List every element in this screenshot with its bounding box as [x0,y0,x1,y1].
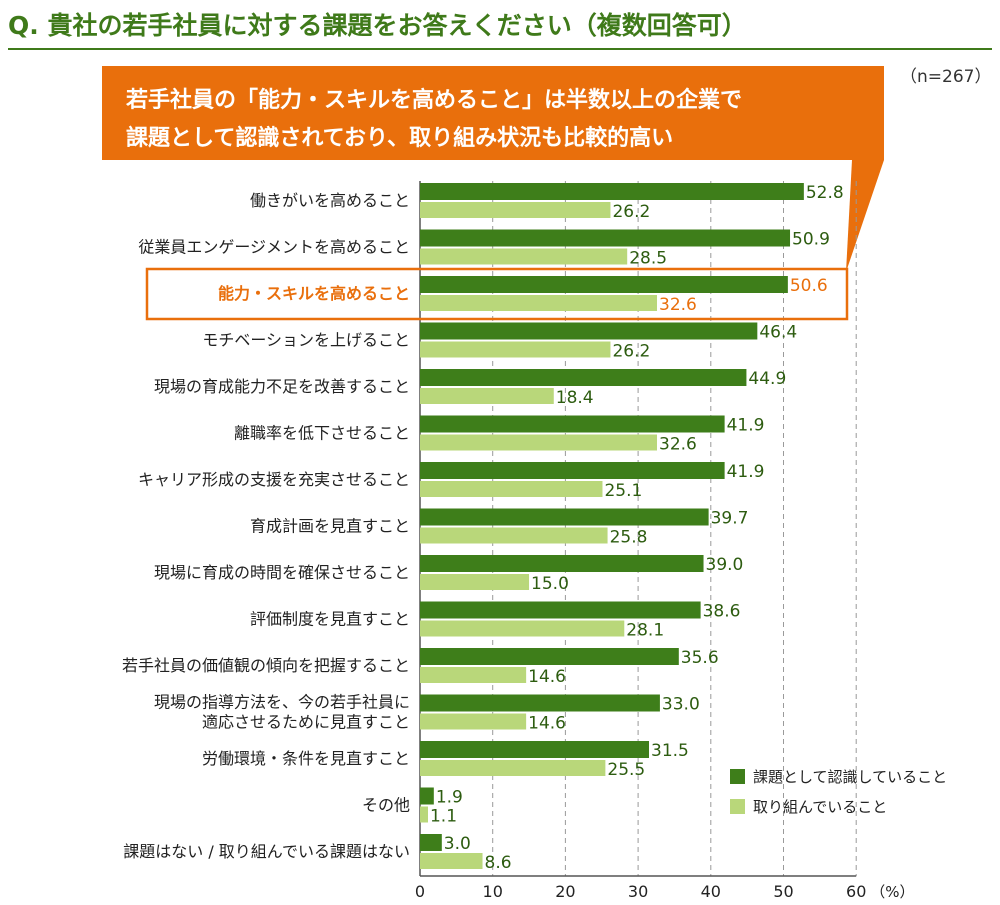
bar-working-on [420,713,527,730]
x-tick-label: 20 [555,882,575,901]
highlight-frame [145,267,849,321]
data-label-working-on: 14.6 [528,714,566,734]
x-tick-label: 10 [483,882,503,901]
bar-recognized [420,276,788,293]
bar-working-on [420,760,606,776]
bar-recognized [420,648,679,665]
legend-swatch-recognized [730,769,745,784]
bar-recognized [420,787,434,805]
bar-working-on [420,341,611,358]
bar-recognized [420,369,747,386]
bar-working-on [420,806,428,823]
data-label-recognized: 41.9 [727,416,765,436]
bar-working-on [420,202,611,218]
category-label: その他 [362,796,410,815]
bar-working-on [420,620,625,637]
data-label-recognized: 1.9 [436,788,463,808]
data-label-recognized: 35.6 [681,648,719,668]
bar-working-on [420,388,554,404]
x-tick-label: 30 [628,882,648,901]
data-label-recognized: 52.8 [806,183,844,203]
bar-recognized [420,694,660,712]
data-label-recognized: 31.5 [651,741,689,761]
data-label-working-on: 26.2 [612,342,650,362]
category-label: モチベーションを上げること [202,331,410,350]
x-tick-label: 0 [415,882,425,901]
category-label: 育成計画を見直すこと [250,517,410,536]
x-tick-label: 40 [701,882,721,901]
data-label-working-on: 14.6 [528,667,566,687]
bar-working-on [420,434,658,451]
data-label-recognized: 39.7 [711,509,749,529]
bar-working-on [420,667,527,683]
legend-label-working-on: 取り組んでいること [753,798,888,816]
title-divider [8,48,992,50]
category-label: 課題はない / 取り組んでいる課題はない [123,842,410,861]
data-label-recognized: 33.0 [662,695,700,715]
bar-working-on [420,248,628,265]
bar-recognized [420,741,650,758]
category-label: キャリア形成の支援を充実させること [138,470,410,489]
data-label-working-on: 18.4 [556,388,594,408]
bar-recognized [420,322,758,340]
data-label-working-on: 32.6 [659,295,697,315]
callout-text-line-2: 課題として認識されており、取り組み状況も比較的高い [126,126,674,151]
data-label-working-on: 28.5 [629,249,667,269]
bar-working-on [420,574,530,590]
data-label-working-on: 25.1 [604,481,642,501]
data-label-recognized: 3.0 [444,834,471,854]
data-label-recognized: 39.0 [706,555,744,575]
category-label: 現場に育成の時間を確保させること [154,563,410,582]
category-label: 現場の指導方法を、今の若手社員に [154,693,410,712]
data-label-recognized: 46.4 [759,323,797,343]
callout-text-line-1: 若手社員の「能力・スキルを高めること」は半数以上の企業で [126,88,743,113]
legend-label-recognized: 課題として認識していること [753,768,948,786]
sample-size-label: （n=267） [900,67,992,87]
data-label-working-on: 26.2 [612,202,650,222]
data-label-recognized: 50.6 [790,276,828,296]
legend-item-recognized: 課題として認識していること [730,766,947,787]
bar-recognized [420,555,704,572]
bar-recognized [420,229,791,247]
legend-item-working-on: 取り組んでいること [730,796,887,817]
category-label: 適応させるために見直すこと [202,713,410,732]
x-tick-label: 50 [773,882,793,901]
category-label: 従業員エンゲージメントを高めること [138,238,410,257]
bar-recognized [420,508,709,526]
category-label: 労働環境・条件を見直すこと [202,749,410,768]
bar-recognized [420,601,701,619]
x-axis-unit: （%） [870,883,914,901]
bar-working-on [420,481,603,497]
data-label-working-on: 8.6 [485,853,512,873]
category-label: 能力・スキルを高めること [218,284,410,303]
data-label-recognized: 50.9 [792,230,830,250]
data-label-recognized: 38.6 [703,602,741,622]
bar-working-on [420,295,658,311]
bar-working-on [420,527,608,544]
data-label-working-on: 15.0 [531,574,569,594]
page-title: Q. 貴社の若手社員に対する課題をお答えください（複数回答可） [8,11,747,40]
bar-working-on [420,853,483,869]
x-tick-label: 60 [846,882,866,901]
data-label-recognized: 41.9 [727,462,765,482]
category-label: 働きがいを高めること [250,191,410,210]
category-label: 評価制度を見直すこと [250,610,410,629]
bar-recognized [420,834,442,851]
data-label-recognized: 44.9 [748,369,786,389]
category-label: 現場の育成能力不足を改善すること [154,377,410,396]
data-label-working-on: 25.8 [610,528,648,548]
data-label-working-on: 28.1 [626,621,664,641]
bar-recognized [420,415,725,433]
data-label-working-on: 32.6 [659,435,697,455]
legend-swatch-working-on [730,799,745,814]
data-label-working-on: 25.5 [607,760,645,780]
data-label-working-on: 1.1 [430,807,457,827]
category-label: 離職率を低下させること [234,424,410,443]
bar-recognized [420,462,725,479]
bar-recognized [420,183,804,200]
callout-box [102,66,884,160]
category-label: 若手社員の価値観の傾向を把握すること [122,656,410,675]
